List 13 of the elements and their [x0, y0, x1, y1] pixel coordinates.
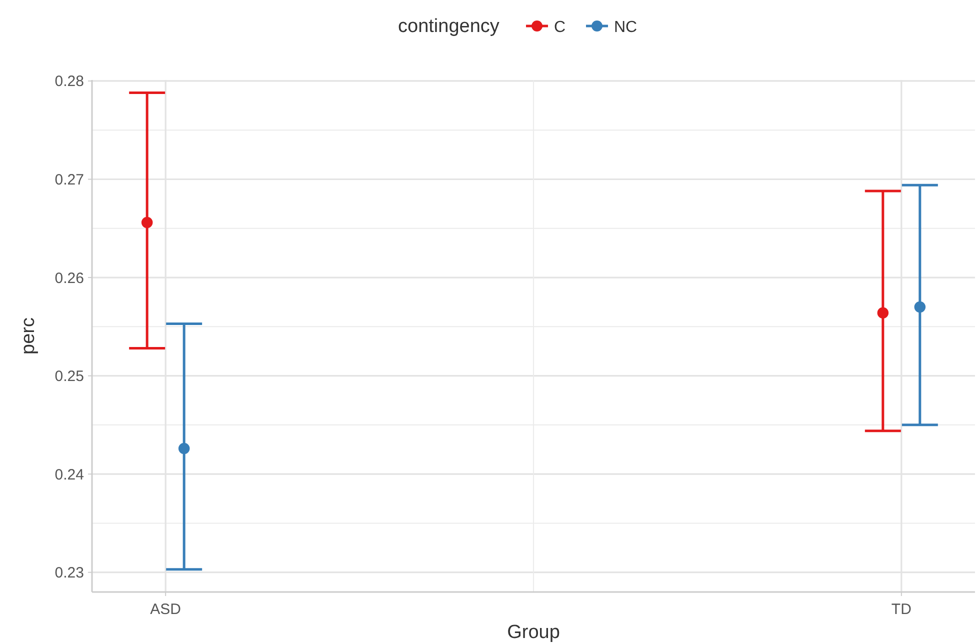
- y-axis-title: perc: [18, 318, 39, 354]
- x-tick-label: TD: [891, 601, 912, 618]
- x-tick-label: ASD: [150, 601, 182, 618]
- legend-label: NC: [614, 19, 638, 36]
- y-tick-label: 0.28: [54, 73, 84, 90]
- y-tick-label: 0.25: [54, 368, 84, 386]
- y-tick-label: 0.27: [54, 172, 84, 189]
- x-axis-title: Group: [507, 622, 560, 643]
- legend-label: C: [554, 19, 566, 36]
- y-tick-label: 0.26: [54, 270, 84, 287]
- legend-title: contingency: [398, 16, 500, 37]
- y-tick-label: 0.23: [54, 564, 84, 582]
- y-tick-label: 0.24: [54, 466, 84, 484]
